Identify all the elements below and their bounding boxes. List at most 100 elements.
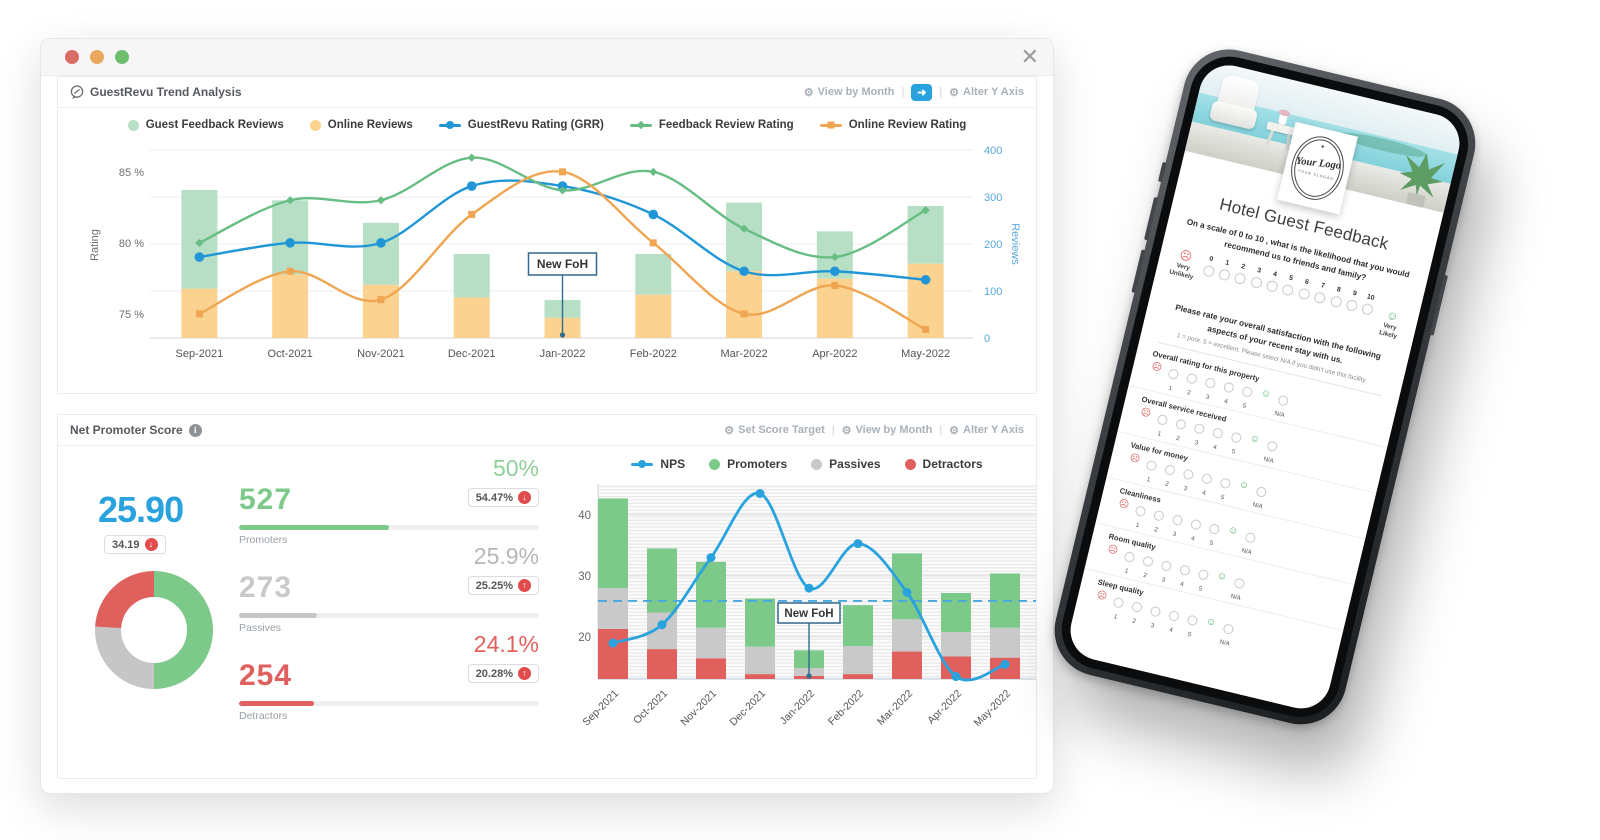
radio-button[interactable] xyxy=(1241,385,1254,398)
radio-button[interactable] xyxy=(1201,472,1214,485)
rating-option-2[interactable]: 2 xyxy=(1149,506,1167,534)
rating-option-1[interactable]: 1 xyxy=(1153,411,1171,439)
rating-option-2[interactable]: 2 xyxy=(1182,369,1200,397)
rating-option-1[interactable]: 1 xyxy=(1142,456,1160,484)
rating-option-na[interactable]: N/A xyxy=(1251,483,1269,511)
rating-option-3[interactable]: 3 xyxy=(1157,557,1175,585)
radio-button[interactable] xyxy=(1179,564,1192,577)
radio-button[interactable] xyxy=(1197,568,1210,581)
legend-item-online-reviews[interactable]: Online Reviews xyxy=(309,119,413,131)
radio-button[interactable] xyxy=(1204,376,1217,390)
radio-button[interactable] xyxy=(1208,522,1221,535)
export-arrow-button[interactable]: ➜ xyxy=(911,83,933,101)
rating-option-5[interactable]: 5 xyxy=(1194,565,1212,593)
rating-option-4[interactable]: 4 xyxy=(1219,378,1237,406)
rating-option-5[interactable]: 5 xyxy=(1227,428,1245,456)
radio-button[interactable] xyxy=(1281,283,1295,298)
legend-item-guestrevu-rating-grr-[interactable]: GuestRevu Rating (GRR) xyxy=(438,119,604,131)
rating-option-3[interactable]: 3 xyxy=(1168,511,1186,539)
alter-y-axis-control[interactable]: ⚙ Alter Y Axis xyxy=(949,86,1024,99)
rating-option-na[interactable]: N/A xyxy=(1273,391,1291,419)
legend-item-detractors[interactable]: Detractors xyxy=(904,457,983,471)
legend-item-nps[interactable]: NPS xyxy=(631,457,685,471)
rating-option-na[interactable]: N/A xyxy=(1240,528,1258,556)
radio-button[interactable] xyxy=(1186,614,1199,627)
rating-option-5[interactable]: 5 xyxy=(1205,520,1223,548)
rating-option-na[interactable]: N/A xyxy=(1218,620,1236,648)
rating-option-5[interactable]: 5 xyxy=(1183,611,1201,639)
rating-option-2[interactable]: 2 xyxy=(1127,598,1145,626)
radio-button[interactable] xyxy=(1329,295,1343,309)
radio-button[interactable] xyxy=(1160,559,1173,572)
radio-button[interactable] xyxy=(1201,264,1215,279)
alter-y-axis-control[interactable]: ⚙ Alter Y Axis xyxy=(949,424,1024,437)
legend-item-promoters[interactable]: Promoters xyxy=(709,457,787,471)
radio-button[interactable] xyxy=(1171,514,1184,527)
legend-item-feedback-review-rating[interactable]: Feedback Review Rating xyxy=(629,119,794,131)
radio-button[interactable] xyxy=(1182,468,1195,481)
view-by-month-control[interactable]: ⚙ View by Month xyxy=(803,86,895,99)
radio-button[interactable] xyxy=(1193,422,1206,435)
rating-option-3[interactable]: 3 xyxy=(1146,602,1164,630)
radio-button[interactable] xyxy=(1276,394,1290,407)
rating-option-3[interactable]: 3 xyxy=(1190,420,1208,448)
rating-option-2[interactable]: 2 xyxy=(1171,415,1189,443)
radio-button[interactable] xyxy=(1153,509,1166,522)
rating-option-2[interactable]: 2 xyxy=(1160,461,1178,489)
radio-button[interactable] xyxy=(1223,381,1236,394)
radio-button[interactable] xyxy=(1168,609,1181,622)
radio-button[interactable] xyxy=(1134,505,1147,518)
radio-button[interactable] xyxy=(1156,413,1169,426)
traffic-light-close[interactable] xyxy=(65,50,79,64)
radio-button[interactable] xyxy=(1123,550,1136,563)
rating-option-3[interactable]: 3 xyxy=(1201,374,1219,402)
rating-option-na[interactable]: N/A xyxy=(1262,437,1280,465)
info-icon[interactable]: i xyxy=(188,423,202,437)
legend-item-passives[interactable]: Passives xyxy=(811,457,881,471)
rating-option-4[interactable]: 4 xyxy=(1197,470,1215,498)
traffic-light-zoom[interactable] xyxy=(115,50,129,64)
radio-button[interactable] xyxy=(1233,272,1247,286)
rating-option-1[interactable]: 1 xyxy=(1109,593,1127,621)
radio-button[interactable] xyxy=(1149,605,1162,618)
view-by-month-control[interactable]: ⚙ View by Month xyxy=(841,424,933,437)
traffic-light-minimize[interactable] xyxy=(90,50,104,64)
radio-button[interactable] xyxy=(1131,601,1144,614)
radio-button[interactable] xyxy=(1265,439,1279,453)
rating-option-5[interactable]: 5 xyxy=(1216,474,1234,502)
radio-button[interactable] xyxy=(1255,485,1268,498)
radio-button[interactable] xyxy=(1167,368,1180,381)
close-icon[interactable]: ✕ xyxy=(1020,44,1039,69)
radio-button[interactable] xyxy=(1265,280,1279,294)
radio-button[interactable] xyxy=(1164,463,1177,476)
legend-item-online-review-rating[interactable]: Online Review Rating xyxy=(819,119,966,131)
radio-button[interactable] xyxy=(1186,372,1199,385)
radio-button[interactable] xyxy=(1244,531,1257,544)
rating-option-2[interactable]: 2 xyxy=(1138,552,1156,580)
rating-option-3[interactable]: 3 xyxy=(1179,465,1197,493)
legend-item-guest-feedback-reviews[interactable]: Guest Feedback Reviews xyxy=(127,119,284,131)
radio-button[interactable] xyxy=(1142,555,1155,568)
rating-option-1[interactable]: 1 xyxy=(1164,365,1182,393)
rating-option-1[interactable]: 1 xyxy=(1131,502,1149,530)
radio-button[interactable] xyxy=(1145,459,1158,472)
rating-option-1[interactable]: 1 xyxy=(1120,548,1138,576)
radio-button[interactable] xyxy=(1345,299,1359,313)
radio-button[interactable] xyxy=(1230,431,1243,444)
set-score-target-control[interactable]: ⚙ Set Score Target xyxy=(724,424,825,437)
radio-button[interactable] xyxy=(1217,268,1231,282)
radio-button[interactable] xyxy=(1222,622,1235,635)
radio-button[interactable] xyxy=(1219,477,1232,490)
radio-button[interactable] xyxy=(1190,518,1203,531)
rating-option-4[interactable]: 4 xyxy=(1164,607,1182,635)
radio-button[interactable] xyxy=(1233,577,1246,590)
radio-button[interactable] xyxy=(1175,418,1188,431)
radio-button[interactable] xyxy=(1297,287,1311,302)
rating-option-4[interactable]: 4 xyxy=(1208,424,1226,452)
rating-option-4[interactable]: 4 xyxy=(1175,561,1193,589)
radio-button[interactable] xyxy=(1361,303,1375,317)
radio-button[interactable] xyxy=(1313,291,1327,305)
rating-option-5[interactable]: 5 xyxy=(1238,383,1256,411)
rating-option-4[interactable]: 4 xyxy=(1186,515,1204,543)
radio-button[interactable] xyxy=(1112,596,1126,609)
